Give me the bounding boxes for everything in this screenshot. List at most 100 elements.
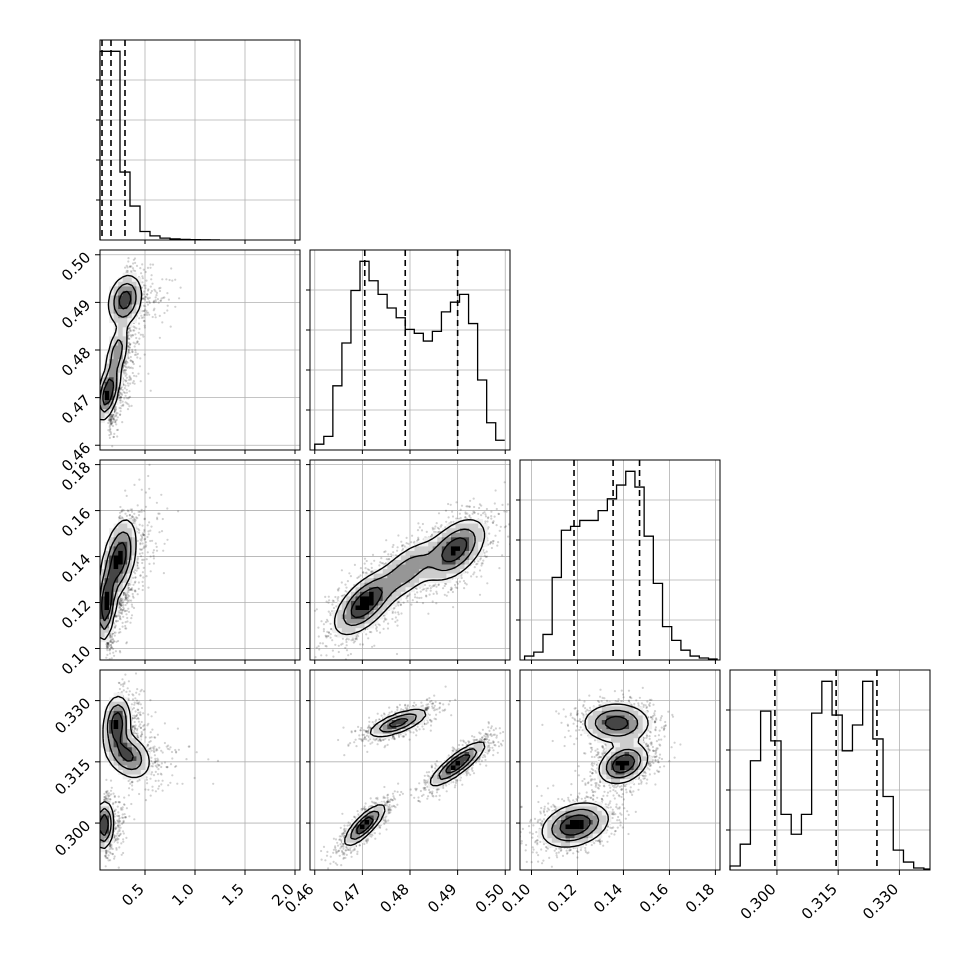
sample-point <box>127 697 130 700</box>
density-cell <box>109 605 114 611</box>
sample-point <box>125 807 128 810</box>
sample-point <box>146 296 149 299</box>
sample-point <box>150 289 153 293</box>
sample-point <box>132 362 135 366</box>
sample-point <box>154 757 157 761</box>
sample-point <box>156 757 159 760</box>
sample-point <box>154 779 157 783</box>
sample-point <box>165 278 168 281</box>
sample-point <box>150 771 154 774</box>
sample-point <box>129 328 132 331</box>
density-cell <box>118 281 124 287</box>
sample-point <box>117 795 120 798</box>
density-cell <box>131 564 137 570</box>
sample-point <box>121 816 124 819</box>
sample-point <box>141 524 144 527</box>
density-cell <box>109 404 114 410</box>
sample-point <box>109 419 112 422</box>
density-cell <box>122 340 128 346</box>
sample-point <box>128 514 131 517</box>
density-cell <box>113 582 119 588</box>
sample-point <box>135 516 138 519</box>
sample-point <box>133 512 136 515</box>
sample-point <box>144 545 147 548</box>
sample-point <box>154 711 157 714</box>
sample-point <box>147 311 150 314</box>
sample-point <box>139 574 142 577</box>
density-cell <box>100 573 105 579</box>
sample-point <box>122 821 125 824</box>
sample-point <box>112 416 115 419</box>
sample-point <box>193 776 196 780</box>
sample-point <box>107 429 110 432</box>
sample-point <box>120 822 124 825</box>
sample-point <box>127 397 130 400</box>
sample-point <box>125 269 128 272</box>
sample-point <box>127 510 130 513</box>
sample-point <box>123 387 126 390</box>
sample-point <box>122 591 125 594</box>
density-cell <box>122 528 128 534</box>
sample-point <box>152 551 155 554</box>
density-cell <box>118 541 124 547</box>
density-cell <box>136 286 142 292</box>
sample-point <box>128 343 131 346</box>
sample-point <box>126 620 129 623</box>
sample-point <box>141 561 144 565</box>
sample-point <box>110 635 114 639</box>
sample-point <box>122 404 125 407</box>
sample-point <box>129 621 132 624</box>
sample-point <box>118 814 121 817</box>
sample-point <box>121 808 124 811</box>
contour-line <box>102 290 132 406</box>
sample-point <box>124 627 127 630</box>
sample-point <box>129 588 132 592</box>
sample-point <box>110 643 113 647</box>
density-cell <box>109 569 114 574</box>
sample-point <box>105 647 108 650</box>
sample-point <box>118 824 121 827</box>
density-cell <box>109 359 114 364</box>
sample-point <box>156 733 159 736</box>
density-cell <box>131 281 137 287</box>
sample-point <box>128 514 131 517</box>
sample-point <box>111 847 114 851</box>
density-cell <box>109 537 114 543</box>
density-cell <box>109 532 114 538</box>
sample-point <box>149 731 152 734</box>
density-cell <box>113 331 119 337</box>
sample-point <box>120 604 123 607</box>
density-cell <box>113 555 119 561</box>
sample-point <box>118 687 121 691</box>
sample-point <box>110 646 113 649</box>
sample-point <box>110 422 113 425</box>
density-cell <box>113 564 119 570</box>
sample-point <box>166 304 169 307</box>
sample-point <box>144 270 147 274</box>
sample-point <box>107 642 110 645</box>
sample-point <box>140 706 144 710</box>
sample-point <box>109 639 112 643</box>
sample-point <box>124 489 127 492</box>
sample-point <box>122 403 125 406</box>
density-cell <box>109 587 114 593</box>
sample-point <box>129 508 132 511</box>
sample-point <box>126 361 129 364</box>
sample-point <box>152 301 156 304</box>
density-cell <box>131 546 137 552</box>
sample-point <box>116 416 119 419</box>
sample-point <box>134 697 137 700</box>
sample-point <box>121 602 124 605</box>
sample-point <box>127 332 130 335</box>
sample-point <box>125 514 128 518</box>
sample-point <box>118 681 121 685</box>
sample-point <box>112 418 115 421</box>
sample-point <box>132 596 135 599</box>
sample-point <box>169 325 172 328</box>
sample-point <box>116 619 119 623</box>
sample-point <box>104 849 108 852</box>
sample-point <box>114 625 117 629</box>
sample-point <box>118 820 122 823</box>
sample-point <box>118 406 121 409</box>
hist-panel-3 <box>726 669 931 871</box>
